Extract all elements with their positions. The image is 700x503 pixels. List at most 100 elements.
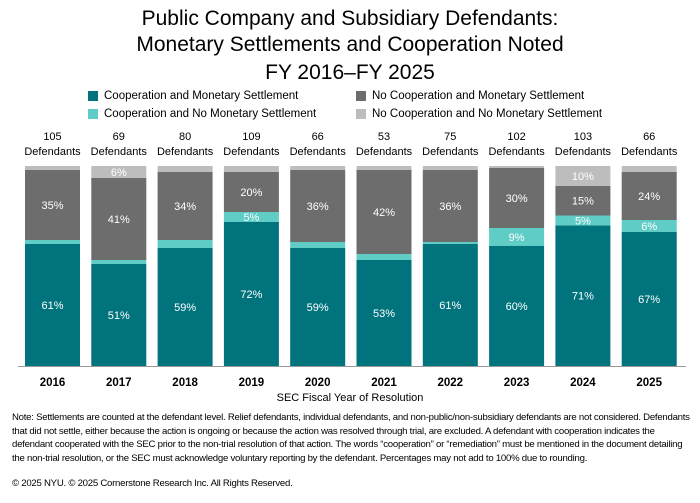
data-label: 60% (506, 301, 528, 313)
data-label: 9% (509, 232, 525, 244)
bar-segment-2018-s3 (157, 166, 213, 172)
legend-label: No Cooperation and Monetary Settlement (372, 90, 585, 102)
bar-segment-2021-s2 (356, 170, 412, 254)
data-label: 6% (641, 221, 657, 233)
count-suffix: Defendants (91, 146, 148, 158)
count-label: 66 (643, 131, 655, 143)
x-tick-label: 2021 (371, 377, 397, 389)
copyright: © 2025 NYU. © 2025 Cornerstone Research … (12, 478, 293, 489)
bar-segment-2022-s0 (422, 244, 478, 366)
data-label: 24% (638, 191, 660, 203)
legend-item-coop-no-monetary: Cooperation and No Monetary Settlement (88, 108, 316, 120)
count-label: 105 (43, 131, 61, 143)
legend-label: Cooperation and No Monetary Settlement (104, 108, 317, 120)
count-suffix: Defendants (24, 146, 81, 158)
count-suffix: Defendants (488, 146, 545, 158)
bar-segment-2023-s0 (489, 246, 545, 366)
bar-segment-2019-s3 (223, 166, 279, 172)
count-suffix: Defendants (290, 146, 347, 158)
bar-segment-2017-s0 (91, 264, 147, 366)
data-label: 59% (307, 302, 329, 314)
data-label: 10% (572, 171, 594, 183)
data-label: 30% (506, 193, 528, 205)
legend-label: No Cooperation and No Monetary Settlemen… (372, 108, 603, 120)
data-label: 42% (373, 207, 395, 219)
count-suffix: Defendants (223, 146, 280, 158)
legend-swatch (356, 109, 366, 119)
count-label: 102 (507, 131, 525, 143)
data-label: 20% (240, 187, 262, 199)
bar-segment-2025-s3 (621, 166, 677, 172)
bar-segment-2019-s2 (223, 172, 279, 212)
x-tick-label: 2019 (239, 377, 265, 389)
count-suffix: Defendants (422, 146, 479, 158)
chart-title-line-1: Public Company and Subsidiary Defendants… (141, 7, 559, 30)
legend-label: Cooperation and Monetary Settlement (104, 90, 299, 102)
data-label: 51% (108, 310, 130, 322)
bar-segment-2016-s1 (25, 240, 80, 244)
bar-segment-2017-s2 (91, 178, 147, 260)
data-label: 6% (111, 167, 127, 179)
footnote: Note: Settlements are counted at the def… (12, 412, 690, 464)
x-tick-label: 2023 (504, 377, 530, 389)
x-tick-label: 2018 (172, 377, 198, 389)
data-label: 59% (174, 302, 196, 314)
data-label: 41% (108, 214, 130, 226)
data-label: 53% (373, 308, 395, 320)
chart-subtitle: FY 2016–FY 2025 (265, 61, 435, 84)
x-tick-label: 2025 (636, 377, 662, 389)
chart-title-line-2: Monetary Settlements and Cooperation Not… (136, 33, 564, 56)
bar-segment-2022-s3 (422, 166, 478, 170)
bar-segment-2023-s3 (489, 166, 545, 168)
bar-segment-2021-s1 (356, 254, 412, 260)
bar-segment-2020-s0 (290, 248, 346, 366)
data-label: 67% (638, 294, 660, 306)
legend-swatch (356, 91, 366, 101)
data-label: 5% (243, 212, 259, 224)
data-label: 5% (575, 215, 591, 227)
bar-segment-2022-s2 (422, 170, 478, 242)
bar-segment-2024-s0 (555, 225, 611, 366)
count-suffix: Defendants (555, 146, 612, 158)
bar-segment-2020-s3 (290, 166, 346, 170)
bar-segment-2017-s1 (91, 260, 147, 264)
legend-item-coop-monetary: Cooperation and Monetary Settlement (88, 90, 298, 102)
bar-segment-2022-s1 (422, 242, 478, 244)
count-suffix: Defendants (621, 146, 678, 158)
data-label: 36% (439, 201, 461, 213)
bar-segment-2020-s2 (290, 170, 346, 242)
count-label: 69 (113, 131, 125, 143)
data-label: 61% (439, 300, 461, 312)
x-tick-label: 2024 (570, 377, 596, 389)
count-suffix: Defendants (356, 146, 413, 158)
bar-segment-2025-s1 (621, 220, 677, 232)
count-label: 103 (574, 131, 592, 143)
x-axis-title: SEC Fiscal Year of Resolution (276, 392, 424, 404)
count-label: 66 (312, 131, 324, 143)
count-label: 109 (242, 131, 260, 143)
data-label: 34% (174, 201, 196, 213)
x-tick-label: 2022 (438, 377, 464, 389)
bar-segment-2020-s1 (290, 242, 346, 248)
data-label: 61% (41, 300, 63, 312)
x-tick-label: 2016 (40, 377, 66, 389)
bar-segment-2023-s1 (489, 228, 545, 246)
x-tick-label: 2020 (305, 377, 331, 389)
data-label: 36% (307, 201, 329, 213)
bar-segment-2018-s1 (157, 240, 213, 248)
bar-segment-2021-s0 (356, 260, 412, 366)
data-label: 15% (572, 196, 594, 208)
data-label: 35% (41, 200, 63, 212)
bar-segment-2019-s0 (223, 222, 279, 366)
bar-segment-2019-s1 (223, 212, 279, 222)
bar-segment-2018-s0 (157, 248, 213, 366)
bar-segment-2016-s3 (25, 166, 80, 170)
legend-item-nocoop-no-monetary: No Cooperation and No Monetary Settlemen… (356, 108, 602, 120)
bar-segment-2024-s2 (555, 185, 611, 216)
legend-swatch (88, 91, 98, 101)
plot-area: 61% 35% 105 Defendants 2016 51% 41% 6% 69 Defenda… (18, 131, 686, 389)
count-label: 80 (179, 131, 191, 143)
bar-segment-2016-s0 (25, 244, 80, 366)
bar-segment-2017-s3 (91, 166, 147, 178)
